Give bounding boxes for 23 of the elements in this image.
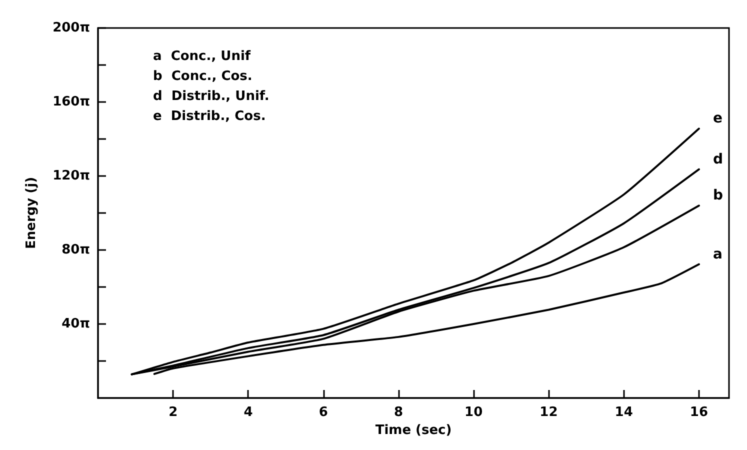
annotation: a Conc., Unif [153,49,251,64]
x-tick-label: 4 [244,405,253,420]
series-label: b [712,188,723,204]
annotation: b Conc., Cos. [153,69,252,84]
series-label: a [712,246,722,262]
x-axis-title: Time (sec) [375,422,452,438]
series-label: d [712,151,723,168]
y-tick-label: 160π [52,94,90,110]
annotation: d Distrib., Unif. [153,89,270,104]
x-tick-label: 14 [614,405,633,420]
x-tick-label: 16 [690,405,708,420]
y-tick-label: 40π [62,316,90,332]
x-tick-label: 10 [464,405,483,420]
y-tick-label: 120π [52,168,90,184]
x-tick-label: 12 [540,405,558,420]
y-tick-label: 200π [52,20,90,36]
y-tick-label: 80π [62,242,90,258]
y-axis-title: Energy (j) [24,176,39,250]
x-tick-label: 8 [394,405,403,420]
series-label: e [712,110,722,127]
x-tick-label: 6 [318,405,328,420]
annotation: e Distrib., Cos. [153,109,266,124]
x-tick-label: 2 [168,405,178,420]
